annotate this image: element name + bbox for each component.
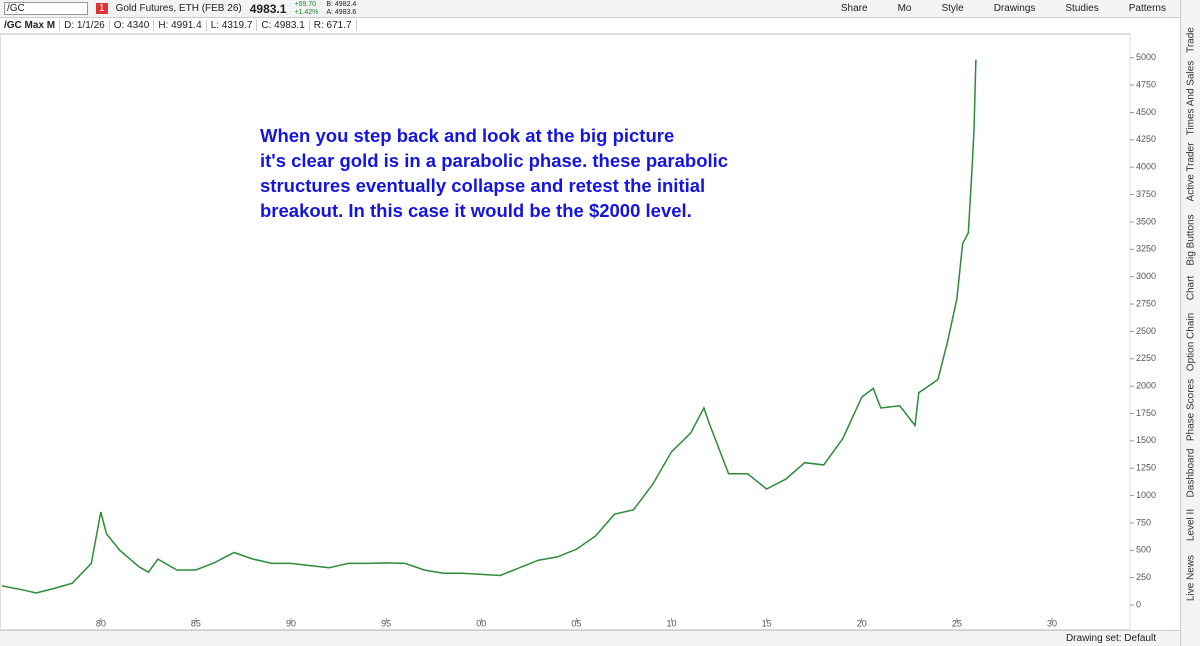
- info-item: /GC Max M: [0, 20, 61, 31]
- change: +69.70 +1.42%: [294, 1, 318, 17]
- toolbar-button[interactable]: Studies: [1065, 3, 1099, 14]
- y-tick-label: 1750: [1136, 408, 1156, 418]
- info-item: O: 4340: [110, 20, 155, 31]
- annotation: breakout. In this case it would be the $…: [260, 200, 692, 221]
- symbol-box[interactable]: /GC: [4, 2, 88, 15]
- x-tick-label: 85: [191, 618, 201, 628]
- plot-border: [0, 34, 1131, 630]
- x-tick-label: 15: [762, 618, 772, 628]
- toolbar-buttons: Share Mo Style Drawings Studies Patterns: [841, 3, 1180, 14]
- x-tick-label: 10: [667, 618, 677, 628]
- toolbar-button[interactable]: Patterns: [1128, 3, 1166, 14]
- info-item: H: 4991.4: [154, 20, 207, 31]
- y-tick-label: 500: [1136, 545, 1151, 555]
- x-tick-label: 80: [96, 618, 106, 628]
- x-tick-label: 05: [571, 618, 581, 628]
- side-tab[interactable]: Big Buttons: [1185, 214, 1197, 266]
- drawing-set[interactable]: Drawing set: Default: [1065, 633, 1156, 644]
- y-tick-label: 2750: [1136, 298, 1156, 308]
- badge: 1: [96, 3, 108, 14]
- price-line: [1, 59, 977, 594]
- footer: Drawing set: Default: [0, 630, 1180, 646]
- side-tab[interactable]: Level II: [1185, 508, 1197, 542]
- y-tick-label: 2250: [1136, 353, 1156, 363]
- y-tick-label: 3250: [1136, 244, 1156, 254]
- info-item: D: 1/1/26: [60, 20, 110, 31]
- toolbar: /GC 1 Gold Futures, ETH (FEB 26) 4983.1 …: [0, 0, 1180, 18]
- toolbar-button[interactable]: Drawings: [993, 3, 1036, 14]
- y-tick-label: 1000: [1136, 490, 1156, 500]
- x-tick-label: 95: [381, 618, 391, 628]
- info-bar: /GC Max M D: 1/1/26 O: 4340 H: 4991.4 L: 431…: [0, 18, 1130, 34]
- y-tick-label: 4250: [1136, 134, 1156, 144]
- y-tick-label: 3000: [1136, 271, 1156, 281]
- y-tick-label: 4000: [1136, 162, 1156, 172]
- annotation: structures eventually collapse and retes…: [260, 175, 705, 196]
- side-tab[interactable]: Phase Scores: [1185, 378, 1197, 442]
- y-tick-label: 250: [1136, 572, 1151, 582]
- y-tick-label: 2500: [1136, 326, 1156, 336]
- x-tick-label: 20: [857, 618, 867, 628]
- annotation: When you step back and look at the big p…: [260, 125, 674, 146]
- side-tab[interactable]: Option Chain: [1185, 312, 1197, 372]
- change-value: +69.70: [294, 0, 317, 8]
- x-tick-label: 00: [476, 618, 486, 628]
- y-tick-label: 1250: [1136, 463, 1156, 473]
- toolbar-button[interactable]: Style: [941, 3, 964, 14]
- y-tick-label: 2000: [1136, 381, 1156, 391]
- info-item: L: 4319.7: [207, 20, 258, 31]
- y-tick-label: 4500: [1136, 107, 1156, 117]
- y-tick-label: 3500: [1136, 216, 1156, 226]
- side-tab[interactable]: Dashboard: [1185, 448, 1197, 498]
- y-tick-label: 5000: [1136, 52, 1156, 62]
- chart: 0250500750100012501500175020002250250027…: [0, 34, 1156, 630]
- annotation: it's clear gold is in a parabolic phase.…: [260, 150, 728, 171]
- side-tab[interactable]: Active Trader: [1185, 142, 1197, 202]
- y-tick-label: 1500: [1136, 435, 1156, 445]
- y-tick-label: 0: [1136, 599, 1141, 609]
- side-tab[interactable]: Times And Sales: [1185, 60, 1197, 136]
- x-tick-label: 25: [952, 618, 962, 628]
- ask: A: 4983.6: [326, 8, 357, 16]
- quote: B: 4982.4 A: 4983.6: [326, 1, 356, 17]
- toolbar-button[interactable]: Mo: [897, 3, 912, 14]
- x-tick-label: 30: [1047, 618, 1057, 628]
- side-tab[interactable]: Chart: [1185, 275, 1197, 301]
- change-pct: +1.42%: [294, 8, 319, 16]
- last-price: 4983.1: [249, 1, 287, 16]
- x-tick-label: 90: [286, 618, 296, 628]
- side-tab[interactable]: Trade: [1185, 27, 1197, 53]
- side-tab[interactable]: Live News: [1185, 554, 1197, 602]
- info-item: C: 4983.1: [257, 20, 310, 31]
- bid: B: 4982.4: [326, 0, 357, 8]
- y-tick-label: 750: [1136, 517, 1151, 527]
- y-tick-label: 4750: [1136, 79, 1156, 89]
- info-item: R: 671.7: [310, 20, 357, 31]
- side-tabs: Trade Times And Sales Active Trader Big But…: [1180, 0, 1200, 646]
- y-tick-label: 3750: [1136, 189, 1156, 199]
- toolbar-button[interactable]: Share: [840, 3, 868, 14]
- description: Gold Futures, ETH (FEB 26): [115, 3, 242, 14]
